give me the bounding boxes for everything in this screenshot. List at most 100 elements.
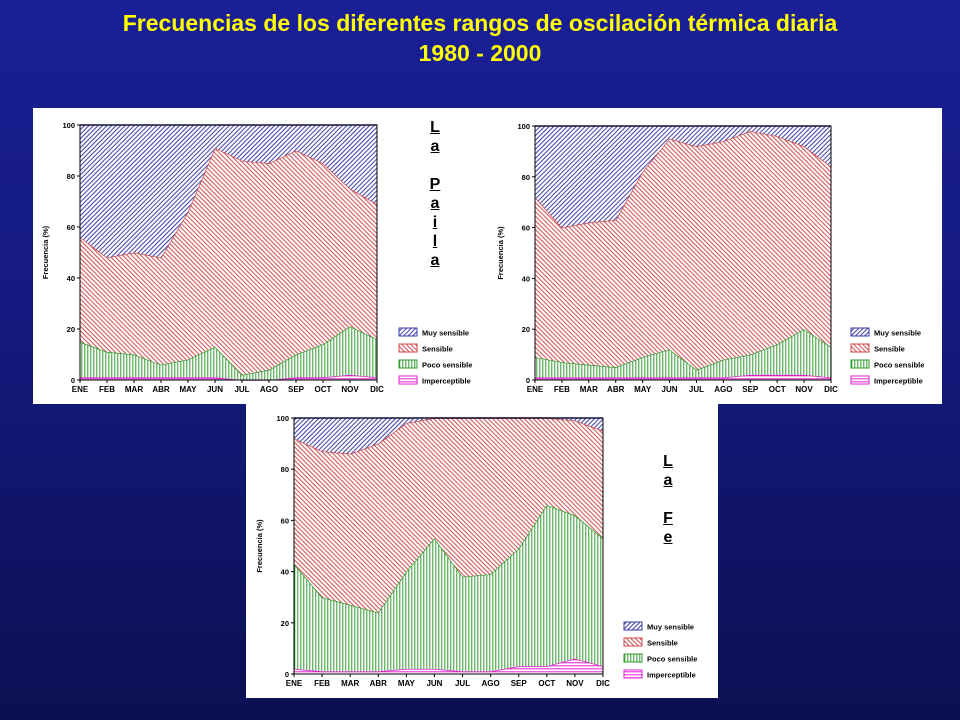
legend-swatch-sensible <box>850 343 870 353</box>
x-tick-label: NOV <box>795 385 813 394</box>
station-la-fe-letter: e <box>663 529 673 546</box>
plot-frame <box>534 125 832 381</box>
x-tick-label: FEB <box>314 679 330 688</box>
x-tick-label: SEP <box>511 679 528 688</box>
chart-la-fe: 0 20 40 60 80 100 ENE FEB MAR ABR MAY JUN JUL AGO SEP O… <box>255 414 697 688</box>
station-la-paila-letter: a <box>430 138 440 155</box>
legend-swatch-sensible <box>398 343 418 353</box>
line-poco-sensible <box>79 325 378 376</box>
x-tick-label: JUL <box>689 385 704 394</box>
x-tick-label: ENE <box>286 679 303 688</box>
y-tick-label: 20 <box>281 619 289 628</box>
line-sensible <box>79 146 378 259</box>
x-tick-label: MAY <box>179 385 197 394</box>
legend-label-sensible: Sensible <box>647 639 678 648</box>
slide-title: Frecuencias de los diferentes rangos de … <box>0 8 960 68</box>
legend-label-poco-sensible: Poco sensible <box>874 361 924 370</box>
x-tick-label: AGO <box>260 385 278 394</box>
legend-label-muy-sensible: Muy sensible <box>422 329 469 338</box>
legend-label-poco-sensible: Poco sensible <box>647 655 697 664</box>
legend-label-poco-sensible: Poco sensible <box>422 361 472 370</box>
station-la-paila-letter: l <box>432 233 438 250</box>
x-tick-label: AGO <box>482 679 500 688</box>
x-tick-label: OCT <box>315 385 332 394</box>
y-tick-label: 20 <box>522 325 530 334</box>
legend-swatch-poco-sensible <box>850 359 870 369</box>
x-tick-label: MAR <box>580 385 598 394</box>
y-tick-label: 0 <box>526 376 530 385</box>
x-tick-label: JUL <box>234 385 249 394</box>
y-tick-label: 60 <box>281 516 289 525</box>
y-tick-label: 80 <box>67 172 75 181</box>
title-line-2: 1980 - 2000 <box>418 40 542 66</box>
legend-swatch-imperceptible <box>623 669 643 679</box>
y-tick-label: 0 <box>71 376 75 385</box>
chart-panel-ciego-montero: 0 20 40 60 80 100 ENE FEB MAR ABR MAY JUN JUL AGO SEP O… <box>485 108 942 404</box>
x-tick-label: MAY <box>398 679 416 688</box>
x-tick-label: SEP <box>288 385 305 394</box>
area-sensible <box>535 131 831 370</box>
area-imperceptible <box>294 658 603 674</box>
x-tick-label: ABR <box>607 385 625 394</box>
station-label-la-fe: L a F e <box>661 452 675 547</box>
chart-la-paila: 0 20 40 60 80 100 ENE FEB MAR ABR MAY JUN JUL AGO SEP O… <box>41 121 472 394</box>
legend-label-imperceptible: Imperceptible <box>874 377 923 386</box>
x-tick-label: AGO <box>714 385 732 394</box>
area-sensible <box>80 147 377 375</box>
x-tick-label: OCT <box>769 385 786 394</box>
x-tick-label: JUN <box>426 679 442 688</box>
legend: Muy sensible Sensible Poco sensible Imperce… <box>398 327 472 386</box>
x-tick-label: DIC <box>824 385 838 394</box>
station-la-paila-letter: i <box>432 214 438 231</box>
title-line-1: Frecuencias de los diferentes rangos de … <box>122 10 838 36</box>
plot-area <box>534 125 832 380</box>
y-tick-label: 40 <box>67 274 75 283</box>
chart-panel-la-fe: 0 20 40 60 80 100 ENE FEB MAR ABR MAY JUN JUL AGO SEP O… <box>246 404 718 698</box>
x-tick-label: NOV <box>566 679 584 688</box>
station-la-fe-letter: a <box>663 472 673 489</box>
x-tick-label: JUL <box>455 679 470 688</box>
legend-swatch-muy-sensible <box>398 327 418 337</box>
legend: Muy sensible Sensible Poco sensible Imperce… <box>623 621 697 680</box>
station-la-fe-letter: L <box>663 453 673 470</box>
legend-label-sensible: Sensible <box>422 345 453 354</box>
legend-label-sensible: Sensible <box>874 345 905 354</box>
plot-frame <box>79 124 378 381</box>
area-muy-sensible <box>80 125 377 258</box>
x-tick-label: DIC <box>596 679 610 688</box>
legend-swatch-poco-sensible <box>398 359 418 369</box>
station-la-paila-letter <box>428 156 442 175</box>
legend-label-muy-sensible: Muy sensible <box>874 329 921 338</box>
x-tick-label: ENE <box>527 385 544 394</box>
x-tick-label: FEB <box>99 385 115 394</box>
x-tick-label: MAR <box>125 385 143 394</box>
legend-swatch-poco-sensible <box>623 653 643 663</box>
station-label-ciego-montero: Ciego Montero <box>836 224 903 300</box>
station-ciego-montero-word: Montero <box>836 271 904 290</box>
area-imperceptible <box>80 374 377 380</box>
plot-area <box>293 417 604 674</box>
legend-swatch-muy-sensible <box>623 621 643 631</box>
legend-label-muy-sensible: Muy sensible <box>647 623 694 632</box>
x-tick-label: DIC <box>370 385 384 394</box>
area-poco-sensible <box>80 326 377 380</box>
legend-swatch-sensible <box>623 637 643 647</box>
legend-swatch-imperceptible <box>850 375 870 385</box>
y-tick-label: 100 <box>62 121 75 130</box>
legend-label-imperceptible: Imperceptible <box>422 377 471 386</box>
station-label-la-paila: L a P a i l a <box>428 118 442 270</box>
area-poco-sensible <box>294 505 603 672</box>
x-tick-label: ENE <box>72 385 89 394</box>
x-tick-label: FEB <box>554 385 570 394</box>
station-la-fe-letter <box>661 490 675 509</box>
legend-swatch-imperceptible <box>398 375 418 385</box>
y-tick-label: 80 <box>522 173 530 182</box>
chart-panel-la-paila: 0 20 40 60 80 100 ENE FEB MAR ABR MAY JUN JUL AGO SEP O… <box>33 108 485 404</box>
x-tick-label: MAR <box>341 679 359 688</box>
y-tick-label: 40 <box>522 274 530 283</box>
y-tick-label: 100 <box>276 414 289 423</box>
y-tick-label: 80 <box>281 465 289 474</box>
y-axis-label: Frecuencia (%) <box>41 225 50 279</box>
area-sensible <box>294 418 603 613</box>
legend: Muy sensible Sensible Poco sensible Imperce… <box>850 327 924 386</box>
